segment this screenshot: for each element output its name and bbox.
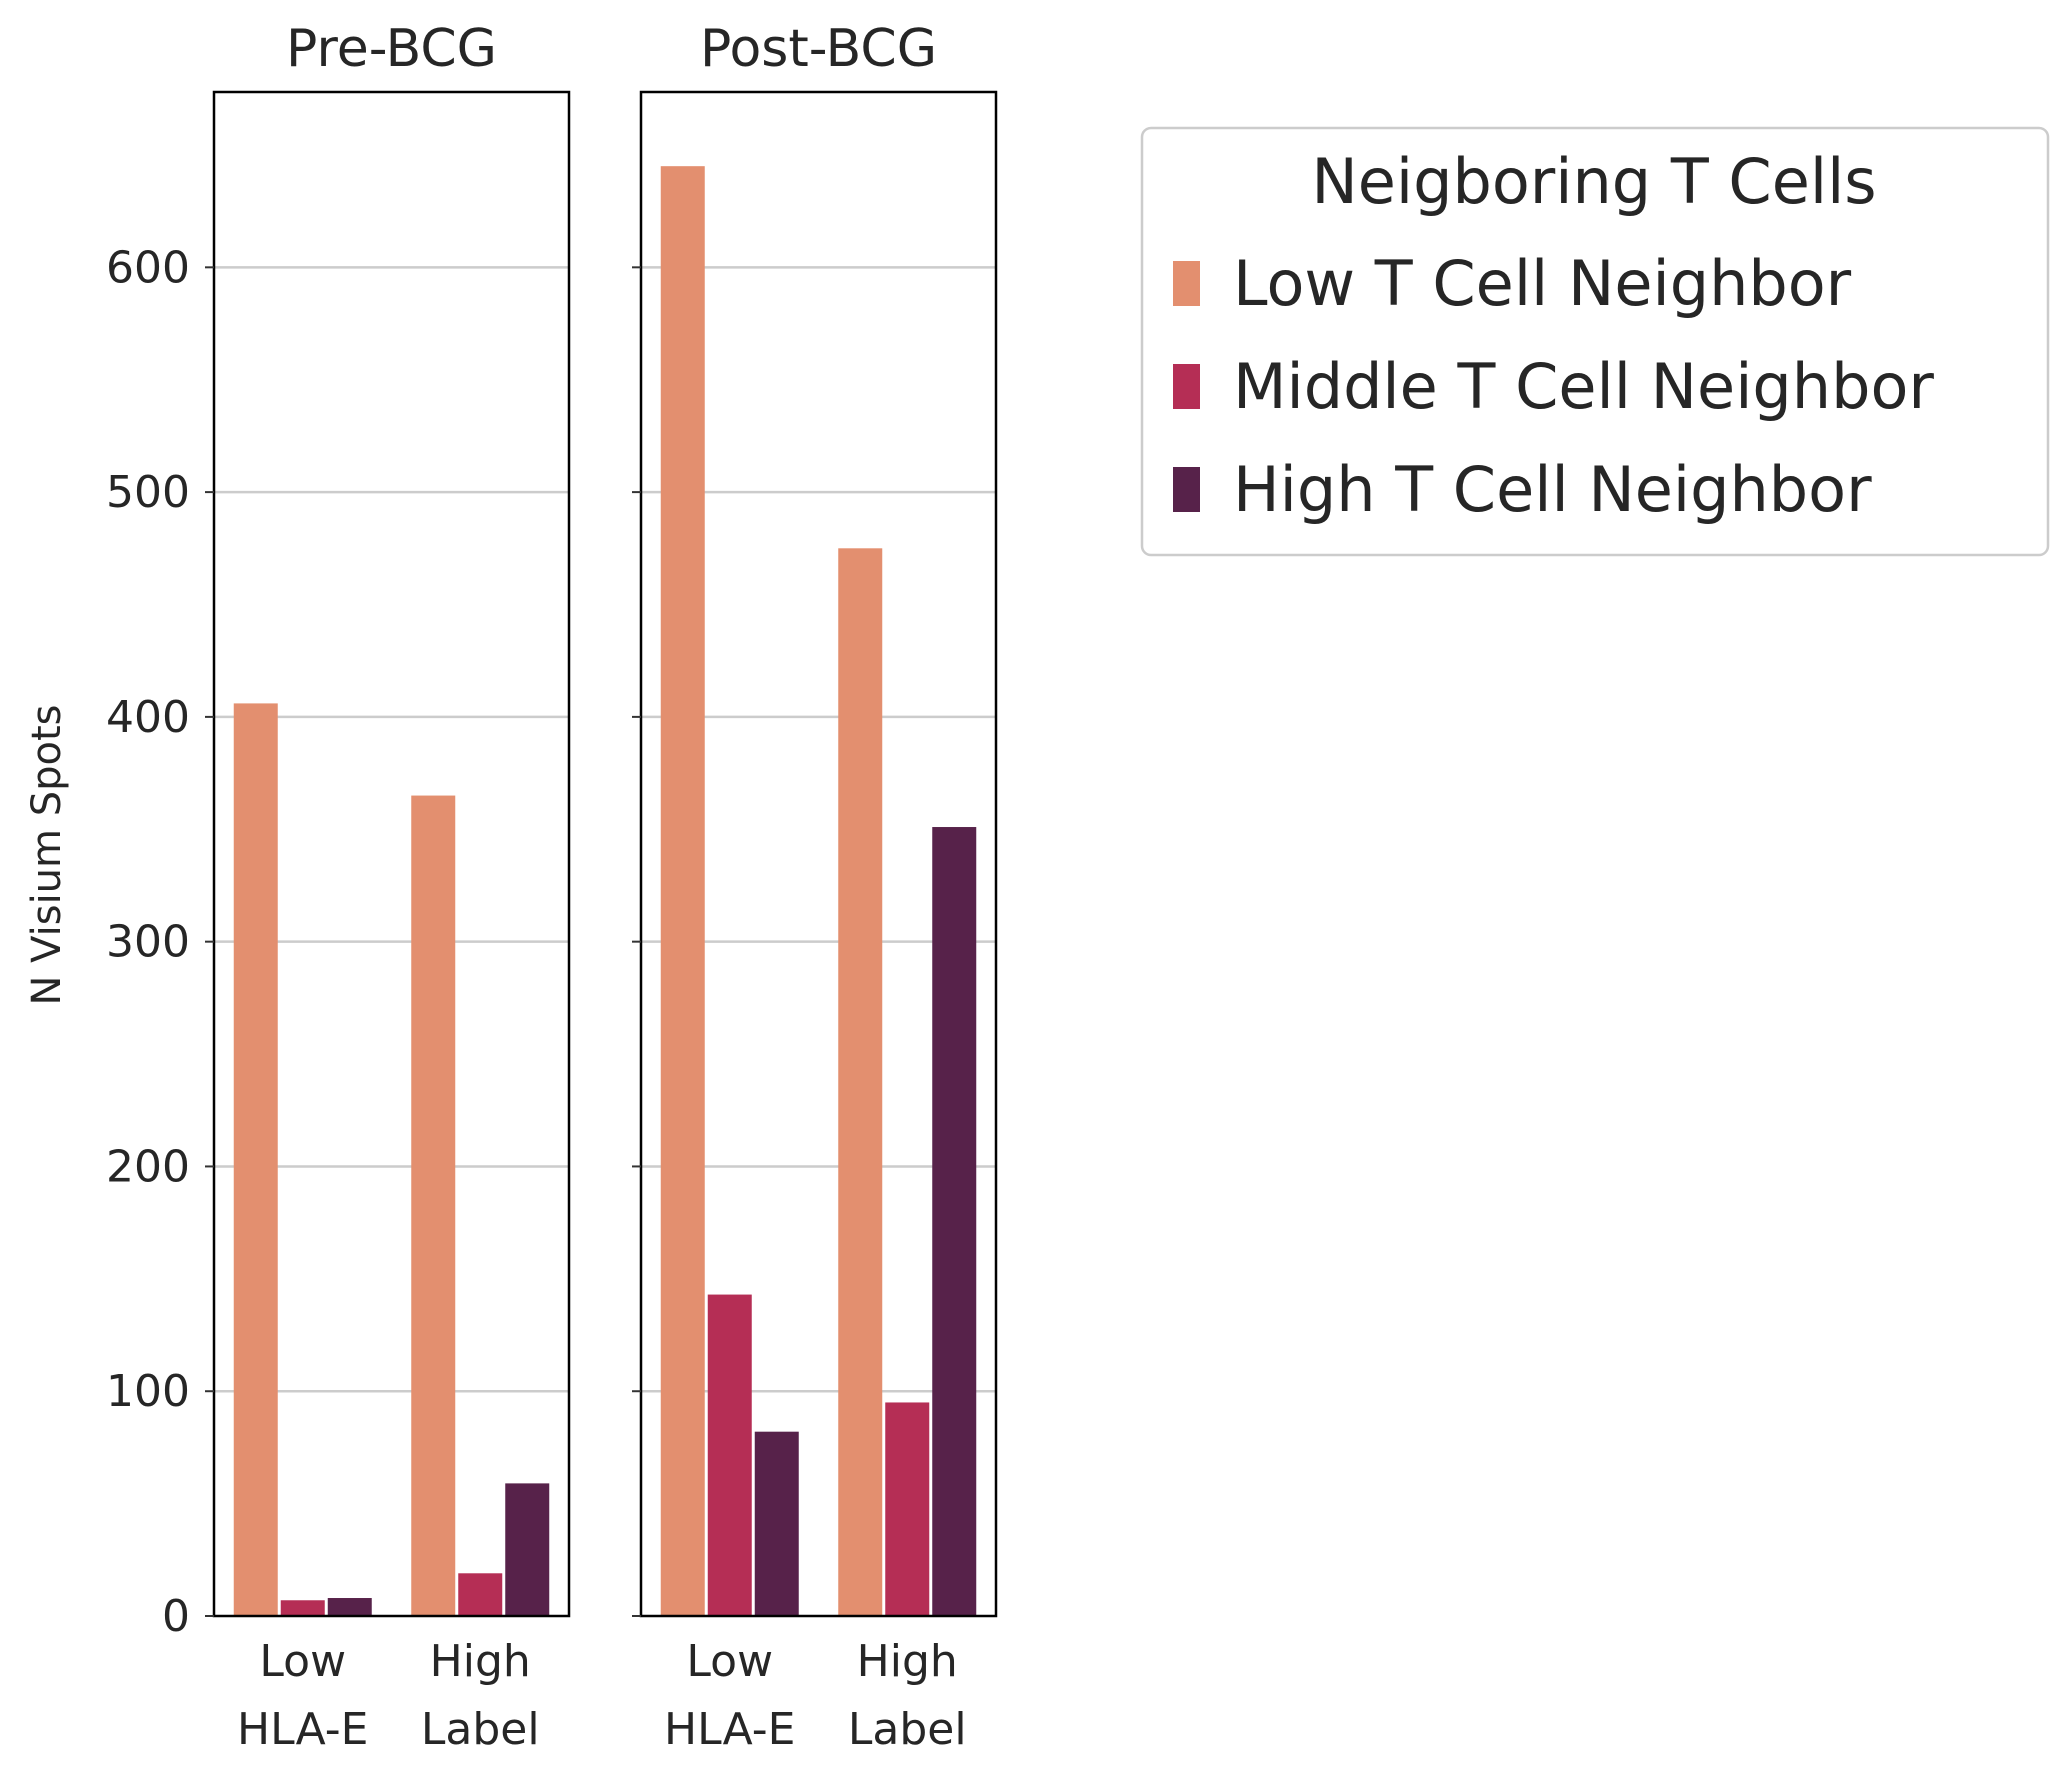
- legend-label: Low T Cell Neighbor: [1233, 247, 1852, 320]
- x-tick-label: Low: [259, 1636, 346, 1687]
- legend-frame: [1140, 126, 2050, 557]
- y-tick-label: 200: [106, 1141, 190, 1192]
- x-tick-label: High: [430, 1636, 531, 1687]
- legend-swatch: [1173, 364, 1200, 409]
- bar: [707, 1294, 752, 1616]
- x-tick-label: High: [857, 1636, 958, 1687]
- y-tick-label: 300: [106, 917, 190, 968]
- bar: [754, 1431, 799, 1616]
- legend-label: High T Cell Neighbor: [1233, 453, 1872, 526]
- x-axis-label-part: Label: [421, 1704, 540, 1755]
- y-tick-label: 100: [106, 1366, 190, 1417]
- panel-1: Low HLA-E High Label Post-BCG: [632, 19, 998, 1755]
- legend-swatch: [1173, 467, 1200, 512]
- bar: [327, 1598, 372, 1616]
- legend: Neigboring T Cells Low T Cell Neighbor Mi…: [1140, 126, 2050, 557]
- bar: [280, 1600, 325, 1616]
- legend-label: Middle T Cell Neighbor: [1233, 350, 1934, 423]
- panel-title: Post-BCG: [700, 19, 937, 79]
- x-tick-label: Low: [686, 1636, 773, 1687]
- bar: [838, 548, 883, 1616]
- bar: [660, 166, 705, 1616]
- bar: [411, 795, 456, 1616]
- panel-frame: [212, 90, 571, 1618]
- x-axis-label-part: HLA-E: [664, 1704, 795, 1755]
- legend-swatch: [1173, 261, 1200, 306]
- x-axis-label-part: HLA-E: [237, 1704, 368, 1755]
- x-axis-label-part: Label: [848, 1704, 967, 1755]
- bar: [885, 1402, 930, 1616]
- y-tick-label: 600: [106, 242, 190, 293]
- panel-0: Low HLA-E High Label Pre-BCG 0 100 200 300 400 500…: [106, 19, 571, 1755]
- panel-title: Pre-BCG: [286, 19, 497, 79]
- y-tick-label: 0: [162, 1591, 190, 1642]
- panel-frame: [639, 90, 998, 1618]
- y-tick-label: 400: [106, 692, 190, 743]
- y-tick-label: 500: [106, 467, 190, 518]
- panels: Low HLA-E High Label Pre-BCG 0 100 200 300 400 500…: [106, 19, 998, 1755]
- bar: [505, 1483, 550, 1616]
- legend-title: Neigboring T Cells: [1311, 145, 1876, 218]
- bar: [233, 703, 278, 1616]
- bar: [932, 827, 977, 1616]
- y-axis-label: N Visium Spots: [24, 705, 70, 1006]
- bar: [458, 1573, 503, 1616]
